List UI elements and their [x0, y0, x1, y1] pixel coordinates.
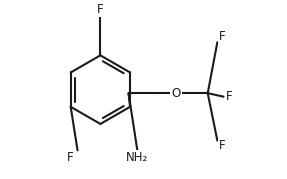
Text: F: F — [97, 3, 104, 16]
Text: F: F — [67, 151, 74, 164]
Text: F: F — [219, 30, 226, 43]
Text: F: F — [226, 90, 232, 103]
Text: F: F — [219, 139, 226, 153]
Text: O: O — [171, 87, 181, 100]
Text: NH₂: NH₂ — [126, 151, 148, 164]
